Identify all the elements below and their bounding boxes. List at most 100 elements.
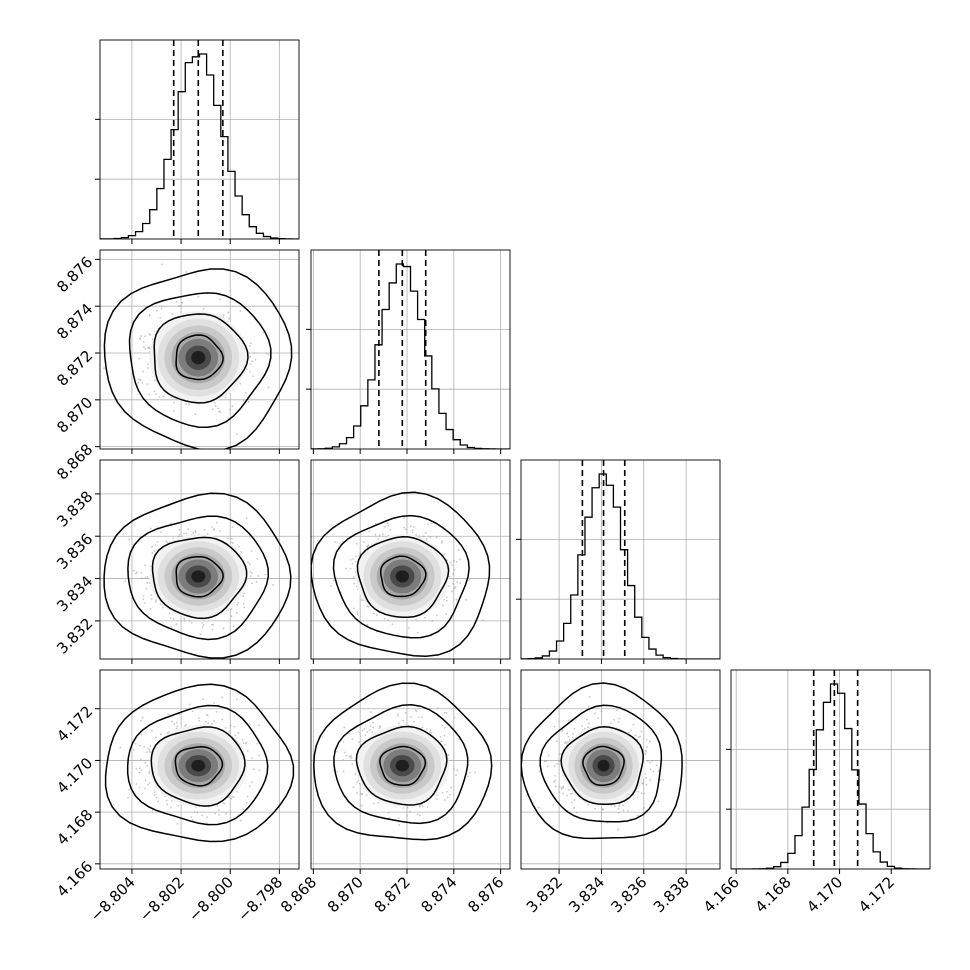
scatter-points (521, 682, 683, 840)
sample-point (224, 726, 227, 729)
sample-point (411, 531, 414, 534)
sample-point (193, 811, 196, 814)
sample-point (241, 738, 244, 741)
sample-point (216, 805, 219, 807)
sample-point (183, 617, 185, 620)
sample-point (448, 575, 451, 578)
sample-point (144, 335, 146, 338)
sample-point (429, 729, 432, 732)
sample-point (445, 596, 448, 599)
sample-point (384, 525, 386, 528)
sample-point (194, 531, 197, 533)
sample-point (453, 568, 456, 571)
sample-point (249, 342, 252, 345)
sample-point (417, 716, 420, 719)
sample-point (103, 367, 105, 370)
sample-point (651, 760, 653, 762)
sample-point (237, 546, 240, 548)
sample-point (467, 775, 469, 778)
sample-point (154, 794, 156, 796)
sample-point (187, 528, 190, 531)
sample-point (146, 581, 149, 584)
sample-point (554, 785, 557, 788)
sample-point (122, 533, 125, 535)
sample-point (452, 582, 454, 585)
panel-frame (99, 459, 300, 660)
sample-point (456, 581, 459, 584)
sample-point (408, 810, 411, 813)
sample-point (206, 532, 209, 535)
x-tick-label: 4.168 (752, 873, 795, 916)
sample-point (138, 771, 141, 774)
sample-point (360, 804, 363, 807)
sample-point (543, 760, 546, 763)
sample-point (231, 542, 234, 544)
sample-point (231, 526, 234, 528)
sample-point (250, 781, 253, 784)
sample-point (214, 812, 216, 815)
sample-point (445, 790, 448, 793)
sample-point (554, 779, 557, 782)
sample-point (234, 734, 237, 737)
sample-point (219, 411, 222, 414)
sample-point (361, 729, 364, 732)
sample-point (377, 538, 380, 540)
contour-level-1 (356, 536, 450, 619)
sample-point (345, 567, 348, 570)
sample-point (359, 552, 362, 555)
sample-point (561, 730, 563, 733)
sample-point (348, 756, 351, 759)
sample-point (230, 797, 233, 800)
sample-point (245, 391, 247, 394)
sample-point (128, 538, 131, 541)
sample-point (330, 585, 332, 587)
sample-point (175, 721, 178, 724)
sample-point (645, 784, 648, 786)
x-tick-label: 8.876 (464, 873, 507, 916)
sample-point (662, 778, 665, 781)
sample-point (581, 724, 584, 727)
panel-0-0 (95, 39, 300, 244)
contour-level-0 (379, 555, 427, 598)
sample-point (213, 720, 215, 722)
sample-point (253, 352, 255, 355)
sample-point (585, 718, 588, 721)
sample-point (465, 598, 468, 601)
sample-point (148, 782, 151, 784)
sample-point (160, 307, 163, 310)
sample-point (153, 390, 156, 393)
sample-point (441, 540, 444, 542)
sample-point (175, 623, 178, 625)
sample-point (224, 812, 227, 815)
sample-point (239, 819, 242, 822)
sample-point (144, 576, 147, 579)
sample-point (563, 742, 566, 744)
sample-point (643, 806, 645, 809)
sample-point (188, 703, 191, 706)
sample-point (190, 816, 193, 819)
sample-point (449, 793, 451, 796)
sample-point (154, 544, 157, 546)
sample-point (646, 746, 648, 749)
sample-point (245, 517, 248, 520)
sample-point (350, 757, 353, 760)
panel-frame (310, 669, 511, 870)
sample-point (345, 754, 348, 757)
sample-point (230, 537, 233, 540)
sample-point (137, 378, 140, 381)
sample-point (426, 523, 429, 526)
sample-point (594, 807, 596, 810)
sample-point (453, 560, 455, 562)
x-tick-label: 8.874 (418, 873, 461, 916)
sample-point (622, 804, 625, 807)
sample-point (352, 786, 355, 789)
sample-point (242, 602, 245, 605)
sample-point (560, 787, 563, 789)
sample-point (435, 536, 438, 539)
sample-point (415, 710, 418, 713)
sample-point (356, 612, 359, 615)
sample-point (355, 555, 358, 557)
sample-point (265, 352, 268, 355)
sample-point (146, 383, 149, 386)
